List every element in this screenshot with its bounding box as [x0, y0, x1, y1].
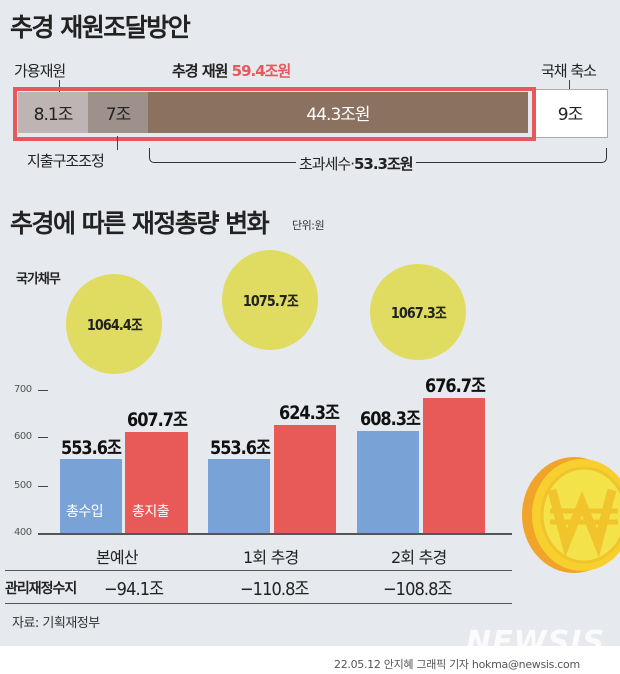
- legend-revenue: 총수입: [66, 504, 104, 520]
- debt-circle-3: 1067.3조: [370, 264, 466, 360]
- leader-line-debt: [569, 80, 570, 92]
- segment-debt-reduction: [534, 89, 608, 138]
- segment-available-funds: 8.1조: [18, 92, 88, 133]
- bar-expenditure-supp1: [274, 425, 336, 533]
- category-supp2: 2회 추경: [391, 548, 447, 567]
- label-spending-restructure: 지출구조조정: [27, 152, 105, 170]
- balance-base: −94.1조: [104, 579, 164, 600]
- table-divider-top: [5, 570, 512, 571]
- y-tick-mark-700: [38, 390, 48, 391]
- value-expenditure-supp2: 676.7조: [425, 375, 486, 397]
- bar-revenue-base: [60, 459, 122, 533]
- table-divider-bottom: [5, 603, 512, 604]
- bar-expenditure-base: [125, 432, 188, 533]
- excess-tax-text: 초과세수·: [299, 155, 355, 173]
- section2-title: 추경에 따른 재정총량 변화: [10, 209, 270, 238]
- debt-circle-1: 1064.4조: [66, 274, 162, 374]
- value-expenditure-supp1: 624.3조: [279, 402, 340, 424]
- label-available-funds: 가용재원: [14, 62, 66, 80]
- value-revenue-supp2: 608.3조: [360, 408, 421, 430]
- supplementary-funds-frame: [13, 87, 536, 141]
- bar-revenue-supp2: [357, 431, 419, 533]
- supplementary-funds-value: 59.4조원: [231, 62, 292, 80]
- credit-line: 22.05.12 안지혜 그래픽 기자 hokma@newsis.com: [334, 658, 580, 671]
- debt-label: 국가채무: [16, 272, 61, 287]
- y-tick-600: 600: [14, 431, 32, 442]
- segment-debt-reduction-label: 9조: [557, 105, 583, 125]
- debt-value-1: 1064.4조: [86, 315, 143, 334]
- section1-title: 추경 재원조달방안: [10, 13, 191, 42]
- balance-label: 관리재정수지: [5, 581, 77, 597]
- x-axis-baseline: [38, 533, 512, 535]
- label-debt-reduction: 국채 축소: [541, 62, 597, 80]
- bar-expenditure-supp2: [423, 398, 485, 533]
- debt-value-2: 1075.7조: [242, 291, 299, 310]
- unit-label: 단위:원: [292, 219, 325, 232]
- segment-excess-tax: 44.3조원: [148, 92, 528, 133]
- balance-supp1: −110.8조: [240, 579, 309, 600]
- y-tick-mark-500: [38, 486, 48, 487]
- y-tick-500: 500: [14, 480, 32, 491]
- excess-tax-value: 53.3조원: [353, 155, 414, 173]
- value-revenue-base: 553.6조: [61, 437, 122, 459]
- balance-supp2: −108.8조: [383, 579, 452, 600]
- debt-circle-2: 1075.7조: [222, 250, 318, 350]
- supplementary-funds-text: 추경 재원: [172, 62, 228, 80]
- won-coin-icon: [512, 455, 620, 575]
- y-tick-mark-600: [38, 437, 48, 438]
- label-supplementary-funds: 추경 재원 59.4조원: [172, 60, 292, 81]
- y-tick-700: 700: [14, 384, 32, 395]
- y-tick-400: 400: [14, 527, 32, 538]
- label-excess-tax: 초과세수·53.3조원: [296, 153, 416, 174]
- category-base-budget: 본예산: [96, 548, 139, 567]
- legend-expenditure: 총지출: [132, 504, 170, 520]
- leader-line-available: [59, 80, 60, 92]
- value-expenditure-base: 607.7조: [127, 409, 188, 431]
- category-supp1: 1회 추경: [243, 548, 299, 567]
- newsis-watermark: NEWSIS: [466, 625, 606, 660]
- segment-spending-restructure: 7조: [88, 92, 148, 133]
- bar-revenue-supp1: [208, 459, 270, 533]
- value-revenue-supp1: 553.6조: [210, 437, 271, 459]
- leader-line-spending: [117, 136, 118, 150]
- source-label: 자료: 기획재정부: [12, 616, 100, 631]
- debt-value-3: 1067.3조: [390, 303, 447, 322]
